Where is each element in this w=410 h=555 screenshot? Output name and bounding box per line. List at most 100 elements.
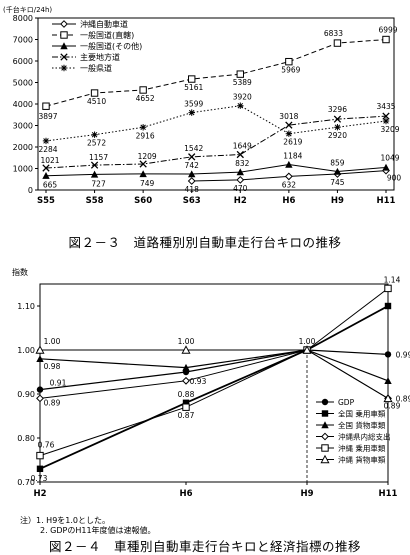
chart2-data-label: 1.00	[299, 337, 316, 346]
chart1-data-point	[285, 130, 293, 137]
chart2-data-point	[384, 394, 392, 403]
chart2-series-line	[39, 288, 389, 457]
chart2-data-label: 0.91	[50, 379, 67, 388]
chart1-data-point	[382, 112, 390, 120]
chart1-data-point	[382, 35, 390, 44]
chart1-data-label: 5969	[281, 66, 300, 75]
chart2-xtick-label: H9	[300, 489, 313, 499]
chart1-legend-label: 一般県道	[80, 63, 112, 73]
chart1-series-4: 1021 1157 1209 1542 1649 3018 3296 3435	[40, 102, 396, 172]
chart2-data-label: 0.99	[396, 350, 410, 359]
chart1-ytick-label: 1000	[13, 165, 33, 174]
chart2-series-6: 1.00 1.00 1.00 0.89	[35, 337, 401, 410]
chart1-data-point	[42, 172, 50, 179]
chart2-data-point	[181, 345, 191, 354]
chart1-series-3: 665 727 749 742 832 1184 859 1049	[42, 152, 400, 190]
chart1-legend-item: 一般国道(その他)	[52, 41, 142, 51]
chart1-data-label: 742	[185, 161, 200, 170]
chart1-ytick-label: 2000	[13, 143, 33, 152]
chart2-data-point	[182, 376, 190, 385]
chart2-data-label: 0.98	[44, 362, 61, 371]
chart2-series-line	[39, 349, 389, 391]
chart1-data-point	[236, 168, 244, 176]
chart1-ylabel: (千台キロ/24h)	[3, 5, 52, 14]
chart2-series-3: 0.98	[36, 346, 392, 384]
chart1-data-label: 900	[387, 174, 402, 183]
chart1-data-label: 3920	[233, 93, 252, 102]
chart2-data-label: 1.00	[178, 337, 195, 346]
chart1-data-label: 3018	[279, 112, 298, 121]
chart2-ylabel: 指数	[12, 267, 28, 277]
chart1-data-point	[188, 75, 196, 83]
chart1-series-5: 2284 2572 2916 3599 3920 2619 2920 3209	[38, 93, 399, 154]
chart1-data-point	[333, 39, 342, 47]
chart2-note-1: 注）1. H9を1.0とした。	[20, 516, 111, 525]
chart1-data-point	[284, 172, 293, 181]
chart2-legend-item: 沖縄 乗用車類	[316, 443, 386, 453]
chart1-data-point	[285, 57, 293, 66]
chart1-data-label: 665	[43, 181, 58, 190]
chart1-ytick-label: 7000	[13, 36, 33, 45]
chart1-series-1: 418 470 632 745 900	[185, 166, 402, 194]
chart2-xtick-label: H6	[179, 489, 192, 499]
chart2-legend-marker	[321, 421, 329, 429]
chart1-data-label: 859	[330, 159, 345, 168]
chart2-series-line	[39, 349, 389, 382]
chart2-legend-marker	[321, 398, 329, 406]
chart1-data-point	[139, 170, 147, 178]
chart2-data-point	[36, 451, 44, 460]
chart2-data-point	[182, 403, 190, 411]
chart2-data-point	[384, 284, 392, 293]
chart1-xtick-label: S63	[183, 196, 201, 206]
chart1-legend-label: 一般国道(直轄)	[80, 30, 134, 40]
chart1-legend-marker	[60, 31, 68, 39]
chart1-data-label: 1184	[283, 152, 302, 161]
chart1-data-point	[90, 161, 99, 169]
chart2-data-point	[303, 346, 311, 354]
chart2-data-label: 0.93	[190, 377, 207, 386]
chart2-ytick-label: 0.80	[17, 434, 35, 443]
chart1-series-2: 3897 4510 4652 5161 5389 5969 6833 6999	[38, 26, 397, 122]
chart1-legend-marker	[60, 42, 68, 50]
chart-road-types: (千台キロ/24h) 0 1000 2000 3000 4000 5000 6000 7000 8…	[3, 5, 402, 206]
chart1-xtick-label: S55	[37, 196, 55, 206]
chart1-data-label: 418	[185, 185, 200, 194]
chart2-data-point	[302, 345, 312, 354]
chart2-xtick-label: H11	[379, 489, 398, 499]
chart1-data-point	[188, 153, 196, 161]
chart2-data-point	[384, 351, 392, 358]
chart1-data-label: 1021	[40, 156, 59, 165]
chart2-data-point	[36, 386, 44, 393]
chart1-series-line	[45, 115, 387, 169]
chart2-ytick-label: 1.10	[17, 302, 35, 311]
chart2-series-line	[40, 349, 389, 399]
chart2-caption: 図２－４ 車種別自動車走行台キロと経済指標の推移	[48, 539, 361, 554]
chart1-series-line	[45, 39, 387, 107]
chart2-legend-label: GDP	[338, 398, 355, 407]
chart2-data-point	[36, 465, 44, 472]
chart1-legend-marker	[60, 20, 68, 28]
chart1-legend-marker	[60, 53, 68, 61]
chart2-data-point	[35, 345, 45, 354]
chart1-data-point	[188, 170, 196, 178]
chart2-data-label: 0.89	[384, 401, 401, 410]
chart1-data-point	[139, 124, 147, 131]
chart1-data-point	[382, 163, 390, 171]
chart1-series-line	[45, 164, 387, 177]
chart2-data-point	[303, 346, 311, 354]
chart2-legend-label: 全国 乗用車類	[338, 409, 386, 419]
chart1-data-label: 2572	[87, 139, 106, 148]
chart2-data-label: 0.89	[44, 398, 61, 407]
chart2-legend-item: 全国 貨物車類	[316, 420, 386, 430]
chart2-series-5: 0.76 0.87 1.14	[36, 275, 401, 460]
chart2-data-point	[36, 394, 44, 403]
chart2-data-point	[182, 368, 190, 376]
chart1-data-label: 749	[140, 179, 155, 188]
chart2-data-point	[384, 377, 392, 384]
chart1-data-point	[236, 150, 244, 159]
chart2-ytick-label: 0.70	[17, 478, 35, 487]
chart1-data-point	[334, 124, 341, 131]
chart2-legend-marker	[321, 410, 329, 417]
chart1-data-point	[236, 70, 244, 78]
chart1-data-label: 1209	[138, 152, 157, 161]
